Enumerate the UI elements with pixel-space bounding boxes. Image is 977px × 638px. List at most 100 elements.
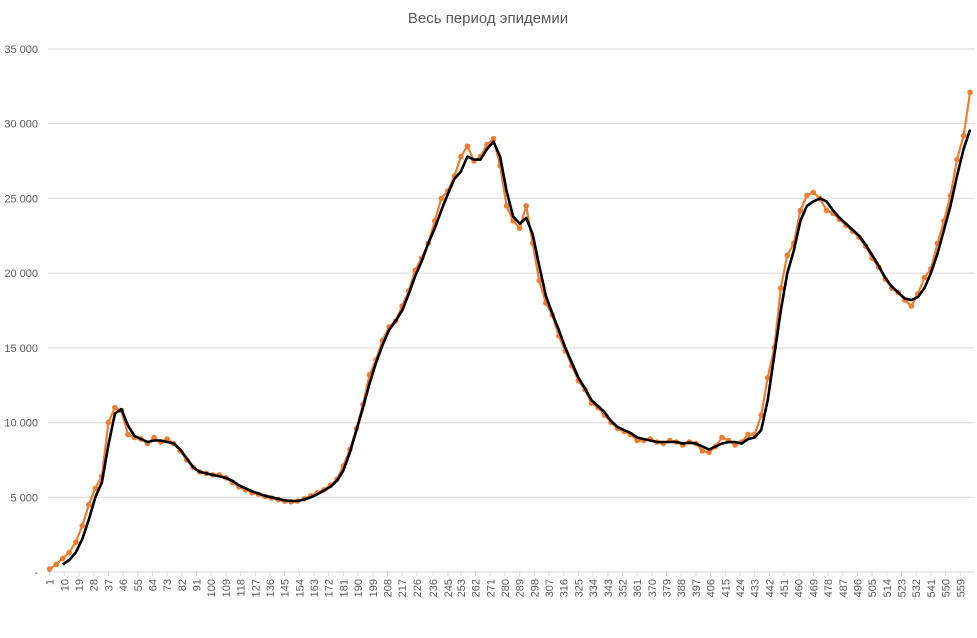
x-tick-label: 541 — [926, 579, 938, 597]
x-tick-label: 136 — [265, 579, 277, 597]
point-marker — [823, 207, 830, 214]
point-marker — [458, 153, 464, 160]
x-tick-label: 1 — [45, 579, 57, 585]
y-tick-label: 25 000 — [4, 193, 38, 205]
x-tick-label: 379 — [662, 579, 674, 597]
x-tick-label: 451 — [779, 579, 791, 597]
x-tick-label: 55 — [133, 579, 145, 591]
x-tick-label: 523 — [897, 579, 909, 597]
point-marker — [960, 132, 967, 139]
point-marker — [105, 419, 112, 426]
point-marker — [503, 203, 510, 209]
x-tick-label: 352 — [617, 579, 629, 597]
x-tick-label: 253 — [456, 579, 468, 597]
y-tick-label: 10 000 — [4, 418, 38, 430]
x-tick-label: 280 — [500, 579, 512, 597]
point-marker — [438, 195, 445, 202]
x-tick-label: 460 — [794, 579, 806, 597]
x-tick-label: 118 — [236, 579, 248, 597]
point-marker — [490, 135, 497, 142]
point-marker — [46, 566, 53, 572]
x-tick-label: 307 — [544, 579, 556, 597]
x-tick-label: 127 — [250, 579, 262, 597]
x-tick-label: 271 — [485, 579, 497, 597]
point-marker — [777, 285, 784, 291]
point-marker — [59, 555, 66, 562]
y-tick-label: 5 000 — [10, 492, 38, 504]
x-tick-label: 37 — [103, 579, 115, 591]
point-marker — [66, 549, 73, 556]
point-marker — [758, 412, 765, 418]
x-tick-label: 334 — [588, 579, 600, 597]
y-tick-label: - — [34, 567, 38, 579]
x-tick-label: 496 — [852, 579, 864, 597]
point-marker — [921, 274, 928, 281]
point-marker — [745, 431, 751, 438]
x-tick-label: 64 — [147, 579, 159, 591]
x-tick-label: 514 — [882, 579, 894, 597]
x-tick-label: 145 — [280, 579, 292, 597]
x-tick-label: 199 — [368, 579, 380, 597]
y-tick-label: 20 000 — [4, 268, 38, 280]
x-tick-label: 289 — [515, 579, 527, 597]
point-marker — [536, 277, 543, 284]
point-marker — [706, 449, 712, 456]
x-tick-label: 190 — [353, 579, 365, 597]
chart-title: Весь период эпидемии — [408, 10, 568, 27]
x-tick-label: 325 — [573, 579, 585, 597]
x-tick-label: 388 — [676, 579, 688, 597]
x-tick-label: 226 — [412, 579, 424, 597]
point-marker — [908, 303, 915, 309]
x-tick-label: 91 — [192, 579, 204, 591]
x-tick-label: 73 — [162, 579, 174, 591]
x-tick-label: 406 — [706, 579, 718, 597]
point-marker — [764, 374, 771, 381]
x-tick-label: 370 — [647, 579, 659, 597]
x-tick-label: 424 — [735, 579, 747, 597]
point-marker — [954, 156, 960, 163]
point-marker — [92, 485, 99, 492]
point-marker — [719, 434, 725, 441]
point-marker — [53, 561, 59, 568]
x-tick-label: 487 — [838, 579, 850, 597]
y-tick-label: 30 000 — [4, 119, 38, 131]
x-tick-label: 19 — [74, 579, 86, 591]
point-marker — [699, 448, 706, 454]
y-tick-label: 15 000 — [4, 343, 38, 355]
series-line — [61, 129, 972, 566]
x-tick-label: 245 — [443, 579, 455, 597]
point-marker — [784, 252, 791, 259]
point-marker — [967, 89, 973, 96]
point-marker — [86, 501, 92, 508]
x-tick-label: 361 — [632, 579, 644, 597]
x-tick-label: 550 — [941, 579, 953, 597]
x-tick-label: 298 — [529, 579, 541, 597]
x-tick-label: 172 — [324, 579, 336, 597]
x-tick-label: 397 — [691, 579, 703, 597]
point-marker — [810, 189, 817, 196]
point-marker — [79, 522, 86, 529]
point-marker — [516, 225, 523, 232]
x-tick-label: 433 — [750, 579, 762, 597]
x-tick-label: 532 — [911, 579, 923, 597]
x-tick-label: 82 — [177, 579, 189, 591]
x-tick-label: 505 — [867, 579, 879, 597]
x-tick-label: 208 — [382, 579, 394, 597]
x-tick-label: 154 — [294, 579, 306, 597]
point-marker — [151, 434, 157, 441]
x-tick-label: 343 — [603, 579, 615, 597]
x-tick-label: 469 — [808, 579, 820, 597]
point-marker — [72, 539, 79, 545]
x-tick-label: 415 — [720, 579, 732, 597]
point-marker — [125, 431, 131, 438]
x-tick-label: 28 — [89, 579, 101, 591]
point-marker — [797, 207, 804, 214]
x-tick-label: 217 — [397, 579, 409, 597]
x-tick-label: 559 — [955, 579, 967, 597]
point-marker — [112, 404, 118, 411]
x-tick-label: 163 — [309, 579, 321, 597]
x-tick-label: 109 — [221, 579, 233, 597]
x-tick-label: 262 — [471, 579, 483, 597]
x-tick-label: 442 — [764, 579, 776, 597]
